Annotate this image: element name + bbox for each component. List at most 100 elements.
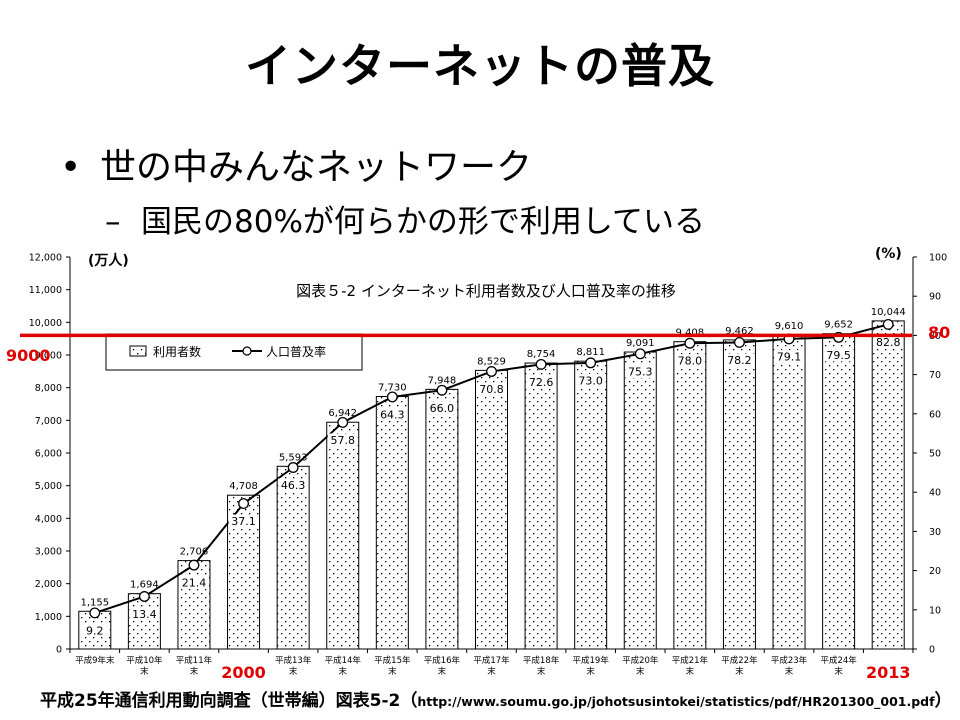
rate-label-bg (327, 433, 358, 447)
y-left-tick-label: 7,000 (35, 416, 62, 427)
line-point (486, 366, 497, 377)
rate-label-bg (724, 353, 755, 367)
bar-value-label: 9,091 (626, 338, 655, 349)
category-highlight-bg (217, 655, 270, 681)
chart-legend: 利用者数 人口普及率 (105, 333, 363, 371)
bar (673, 341, 707, 650)
line-point (188, 559, 200, 571)
y-left-tick-label: 6,000 (35, 449, 62, 460)
rate-label-bg (575, 373, 606, 387)
x-tick-label: 平成18年末 (523, 655, 560, 677)
bar (623, 351, 657, 650)
x-tick-label: 平成19年末 (573, 655, 610, 677)
rate-value-label: 78.0 (678, 355, 703, 368)
y-left-tick-label: 1,000 (35, 612, 62, 623)
rate-label-bg (426, 401, 457, 415)
rate-value-label: 78.2 (727, 354, 752, 367)
rate-label-bg (823, 348, 854, 362)
rate-label-bg (79, 623, 110, 637)
x-tick-label: 平成20年末 (622, 655, 659, 677)
x-tick-label: 平成10年末 (126, 655, 163, 677)
x-tick-label: 平成9年末 (75, 655, 115, 666)
rate-value-label: 75.3 (628, 365, 653, 378)
bar (871, 320, 905, 650)
rate-label-bg (625, 364, 656, 378)
y-right-tick-label: 40 (929, 488, 941, 499)
bar (722, 339, 756, 650)
y-right-tick-label: 50 (929, 449, 941, 460)
bar-value-label: 8,811 (576, 347, 605, 358)
bar-value-label: 6,942 (328, 408, 357, 419)
rate-label-bg (774, 349, 805, 363)
source-citation: 平成25年通信利用動向調査（世帯編）図表5-2（http://www.soumu… (40, 686, 952, 711)
line-point (585, 357, 597, 369)
rate-value-label: 73.0 (578, 374, 603, 387)
source-url: http://www.soumu.go.jp/johotsusintokei/s… (417, 694, 935, 709)
y-right-tick-label: 10 (929, 605, 941, 616)
legend-line-marker (242, 346, 252, 356)
chart-title: 図表５-2 インターネット利用者数及び人口普及率の推移 (296, 282, 676, 300)
y-left-tick-label: 9,000 (35, 351, 62, 362)
rate-value-label: 70.8 (479, 383, 504, 396)
bar (475, 369, 508, 650)
rate-value-label: 21.4 (182, 577, 207, 590)
y-left-axis-unit: (万人) (88, 252, 129, 269)
x-tick-label: 平成14年末 (325, 655, 362, 677)
x-tick-label: 平成22年末 (721, 655, 758, 677)
bullet-marker: • (60, 147, 82, 188)
bar (425, 388, 459, 650)
bar (127, 593, 161, 650)
line-point (386, 391, 398, 403)
rate-value-label: 79.5 (826, 349, 851, 362)
bar (822, 333, 856, 650)
y-left-tick-label: 0 (56, 645, 62, 656)
rate-label-bg (178, 576, 209, 590)
bar-value-label: 1,694 (130, 580, 159, 591)
legend-bar-swatch (129, 345, 147, 357)
y-left-tick-label: 8,000 (35, 383, 62, 394)
y-right-tick-label: 80 (929, 331, 941, 342)
line-point (733, 337, 745, 348)
line-point (138, 591, 150, 602)
bar-value-label: 2,706 (180, 547, 209, 558)
y-right-tick-label: 60 (929, 409, 941, 420)
internet-users-chart: 0 1,000 2,000 3,000 4,000 5,000 6,000 7,000 8,00… (6, 246, 950, 682)
bar (375, 395, 409, 650)
bar (772, 334, 806, 650)
bar (276, 465, 310, 650)
bar-value-label: 9,408 (676, 328, 705, 339)
y-left-tick-label: 2,000 (35, 579, 62, 590)
rate-value-label: 57.8 (330, 434, 355, 447)
x-tick-label: 平成11年末 (176, 655, 213, 677)
rate-value-label: 13.4 (132, 608, 157, 621)
category-highlight-bg (862, 655, 915, 681)
category-highlight-label: 2000 (221, 663, 266, 682)
rate-label-bg (526, 375, 557, 389)
slide-title: インターネットの普及 (245, 39, 715, 93)
line-point (436, 384, 448, 396)
rate-value-label: 64.3 (380, 408, 405, 421)
x-tick-label: 平成15年末 (374, 655, 411, 677)
bar-value-label: 8,754 (527, 349, 556, 360)
rate-label-bg (873, 335, 904, 349)
bullet-level-1: • 世の中みんなネットワーク (60, 138, 532, 190)
bar (326, 421, 360, 650)
bar-value-label: 4,708 (229, 481, 258, 492)
line-point (634, 348, 646, 360)
bar-value-label: 1,155 (80, 597, 109, 608)
sub-bullet-marker: – (105, 204, 121, 240)
line-point (287, 462, 299, 473)
bar-value-label: 5,593 (279, 452, 308, 463)
y-left-tick-label: 10,000 (29, 318, 62, 329)
rate-value-label: 46.3 (281, 479, 306, 492)
bullet-text-1: 世の中みんなネットワーク (100, 147, 533, 188)
y-right-tick-label: 0 (929, 645, 935, 656)
line-point (337, 416, 349, 428)
bar (524, 362, 558, 650)
bar-value-label: 9,462 (725, 326, 754, 337)
line-point (89, 607, 101, 619)
bar-value-label: 10,044 (871, 307, 906, 318)
threshold-label-right: 80 (928, 323, 950, 342)
y-right-tick-label: 100 (929, 253, 947, 264)
rate-value-label: 37.1 (231, 515, 256, 528)
